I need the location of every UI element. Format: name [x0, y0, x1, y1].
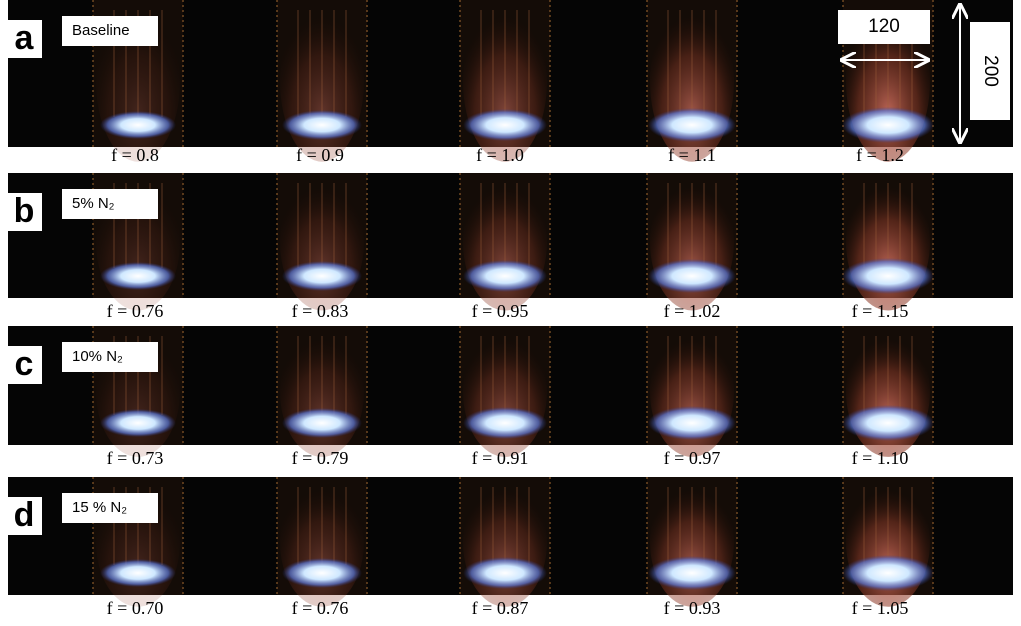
caption: f = 0.9 [296, 145, 344, 165]
flame-photo [842, 477, 934, 607]
letter-box [6, 20, 42, 58]
panel-letter: c [15, 345, 34, 383]
label-box [62, 189, 158, 219]
flame-core [842, 405, 934, 441]
flame-photo [276, 0, 368, 162]
panel-label: 15 % N₂ [72, 499, 127, 516]
flame-photo [459, 173, 551, 311]
flame-core [648, 406, 736, 440]
scale-width: 120 [868, 16, 900, 37]
letter-box [6, 497, 42, 535]
caption: f = 0.87 [472, 598, 529, 618]
caption: f = 1.1 [668, 145, 716, 165]
scale-box [838, 10, 930, 44]
caption: f = 0.95 [472, 301, 529, 321]
flame-core [842, 555, 934, 591]
caption: f = 1.0 [476, 145, 524, 165]
label-box [62, 16, 158, 46]
flame-photo [646, 173, 738, 311]
flame-photo [459, 326, 551, 457]
flame-photo [276, 173, 368, 311]
flame-core [648, 556, 736, 590]
flame-core [100, 111, 176, 139]
label-box [62, 493, 158, 523]
flame-photo [276, 477, 368, 607]
flame-core [463, 557, 547, 589]
flame-photo [842, 173, 934, 311]
flame-core [463, 260, 547, 292]
letter-box [6, 346, 42, 384]
label-box [62, 342, 158, 372]
flame-core [100, 559, 176, 587]
flame-core [282, 408, 362, 438]
scale-height: 200 [980, 55, 1001, 87]
flame-photo [646, 477, 738, 607]
flame-core [463, 109, 547, 141]
caption: f = 1.05 [852, 598, 909, 618]
caption: f = 0.97 [664, 448, 721, 468]
panel-label: 10% N₂ [72, 348, 123, 365]
caption: f = 0.79 [292, 448, 349, 468]
panel-letter: d [14, 496, 35, 534]
panel-label: 5% N₂ [72, 195, 115, 212]
flame-core [463, 407, 547, 439]
flame-photo [459, 477, 551, 607]
flame-core [282, 110, 362, 140]
flame-core [648, 259, 736, 293]
flame-core [282, 261, 362, 291]
caption: f = 0.76 [107, 301, 164, 321]
caption: f = 1.2 [856, 145, 904, 165]
panel-letter: a [15, 19, 35, 57]
flame-photo [459, 0, 551, 162]
caption: f = 0.91 [472, 448, 529, 468]
flame-core [100, 409, 176, 437]
flame-core [100, 262, 176, 290]
flame-photo [842, 326, 934, 457]
scale-box [970, 22, 1010, 120]
letter-box [6, 193, 42, 231]
caption: f = 0.73 [107, 448, 164, 468]
caption: f = 0.83 [292, 301, 349, 321]
caption: f = 1.02 [664, 301, 721, 321]
flame-core [842, 258, 934, 294]
caption: f = 0.8 [111, 145, 159, 165]
flame-core [842, 107, 934, 143]
caption: f = 0.70 [107, 598, 164, 618]
panel-label: Baseline [72, 22, 130, 39]
flame-core [282, 558, 362, 588]
caption: f = 1.15 [852, 301, 909, 321]
caption: f = 1.10 [852, 448, 909, 468]
flame-photo [646, 0, 738, 162]
flame-photo [276, 326, 368, 457]
flame-core [648, 108, 736, 142]
flame-photo [646, 326, 738, 457]
caption: f = 0.76 [292, 598, 349, 618]
panel-letter: b [14, 192, 35, 230]
caption: f = 0.93 [664, 598, 721, 618]
